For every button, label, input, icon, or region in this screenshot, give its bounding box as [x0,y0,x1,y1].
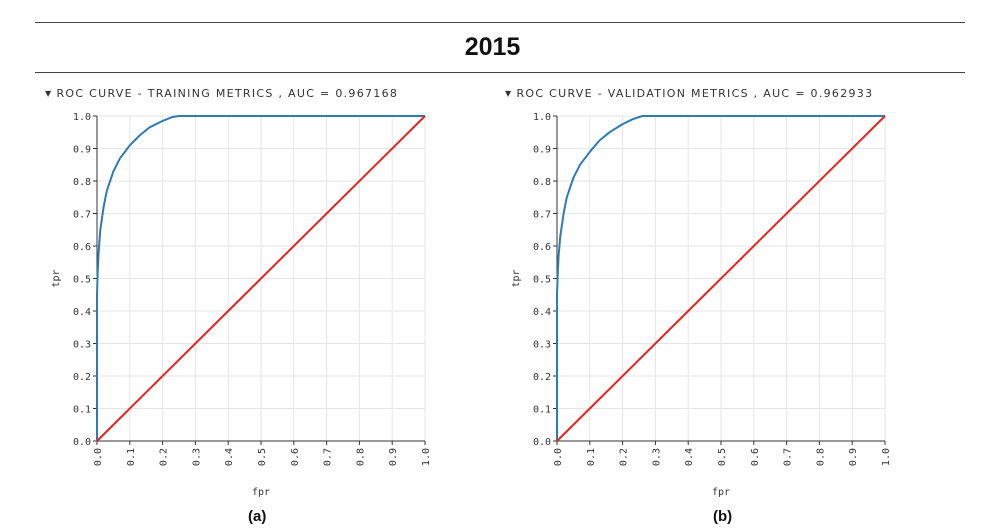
x-tick-label: 0.2 [619,448,630,466]
y-tick-label: 0.9 [533,145,551,156]
x-tick-label: 1.0 [421,448,432,466]
y-tick-label: 0.8 [533,177,551,188]
title-rule [35,72,965,73]
x-tick-label: 0.8 [815,448,826,466]
y-tick-label: 0.1 [533,405,551,416]
y-tick-label: 0.4 [533,307,551,318]
y-tick-label: 1.0 [73,112,91,123]
y-tick-label: 0.2 [533,372,551,383]
x-axis-label: fpr [712,487,730,498]
y-tick-label: 0.0 [533,437,551,448]
x-tick-label: 0.1 [586,448,597,466]
y-tick-label: 0.4 [73,307,91,318]
y-tick-label: 0.6 [533,242,551,253]
collapse-caret-icon[interactable]: ▼ [505,89,513,98]
y-tick-label: 0.5 [73,275,91,286]
x-tick-label: 0.7 [783,448,794,466]
x-tick-label: 0.4 [684,448,695,466]
x-tick-label: 0.5 [257,448,268,466]
x-tick-label: 0.0 [553,448,564,466]
y-tick-label: 0.7 [533,210,551,221]
y-tick-label: 0.8 [73,177,91,188]
roc-chart-training: 0.0 0.1 0.2 0.3 0.4 0.5 0.6 0.7 0.8 0.9 1.0 0.0 0.1 0… [51,112,432,498]
x-tick-label: 0.0 [93,448,104,466]
caption-b: (b) [713,508,733,525]
x-tick-label: 0.6 [750,448,761,466]
y-tick-label: 0.0 [73,437,91,448]
x-tick-label: 1.0 [881,448,892,466]
roc-curve-line [556,115,885,441]
y-axis-label: tpr [51,269,62,287]
roc-title-validation[interactable]: ▼ ROC CURVE - VALIDATION METRICS , AUC = … [505,87,873,100]
x-tick-label: 0.1 [126,448,137,466]
x-tick-label: 0.9 [848,448,859,466]
y-tick-label: 0.9 [73,145,91,156]
x-tick-label: 0.6 [290,448,301,466]
x-tick-label: 0.9 [388,448,399,466]
roc-chart-validation: 0.0 0.1 0.2 0.3 0.4 0.5 0.6 0.7 0.8 0.9 1.0 0.0 0.1 0… [511,112,892,498]
roc-curve-line [96,115,425,441]
collapse-caret-icon[interactable]: ▼ [45,89,53,98]
page-title: 2015 [464,33,521,61]
y-tick-label: 0.7 [73,210,91,221]
x-tick-label: 0.4 [224,448,235,466]
y-tick-label: 0.3 [73,340,91,351]
top-rule [35,22,965,23]
y-tick-label: 0.6 [73,242,91,253]
x-tick-label: 0.3 [651,448,662,466]
roc-title-validation-text: ROC CURVE - VALIDATION METRICS , AUC = 0… [516,87,874,100]
y-tick-label: 0.5 [533,275,551,286]
y-axis-label: tpr [511,269,522,287]
x-tick-label: 0.8 [355,448,366,466]
x-tick-label: 0.2 [159,448,170,466]
x-axis-label: fpr [252,487,270,498]
baseline-diagonal-line [556,115,886,442]
caption-a: (a) [248,508,267,525]
y-tick-label: 0.2 [73,372,91,383]
y-tick-label: 0.3 [533,340,551,351]
x-tick-label: 0.7 [323,448,334,466]
roc-panel-training: ▼ ROC CURVE - TRAINING METRICS , AUC = 0.… [45,85,525,528]
x-tick-label: 0.3 [191,448,202,466]
roc-title-training[interactable]: ▼ ROC CURVE - TRAINING METRICS , AUC = 0.… [45,87,398,100]
x-tick-label: 0.5 [717,448,728,466]
roc-title-training-text: ROC CURVE - TRAINING METRICS , AUC = 0.9… [56,87,399,100]
roc-panel-validation: ▼ ROC CURVE - VALIDATION METRICS , AUC = … [505,85,985,528]
baseline-diagonal-line [96,115,426,442]
y-tick-label: 1.0 [533,112,551,123]
y-tick-label: 0.1 [73,405,91,416]
